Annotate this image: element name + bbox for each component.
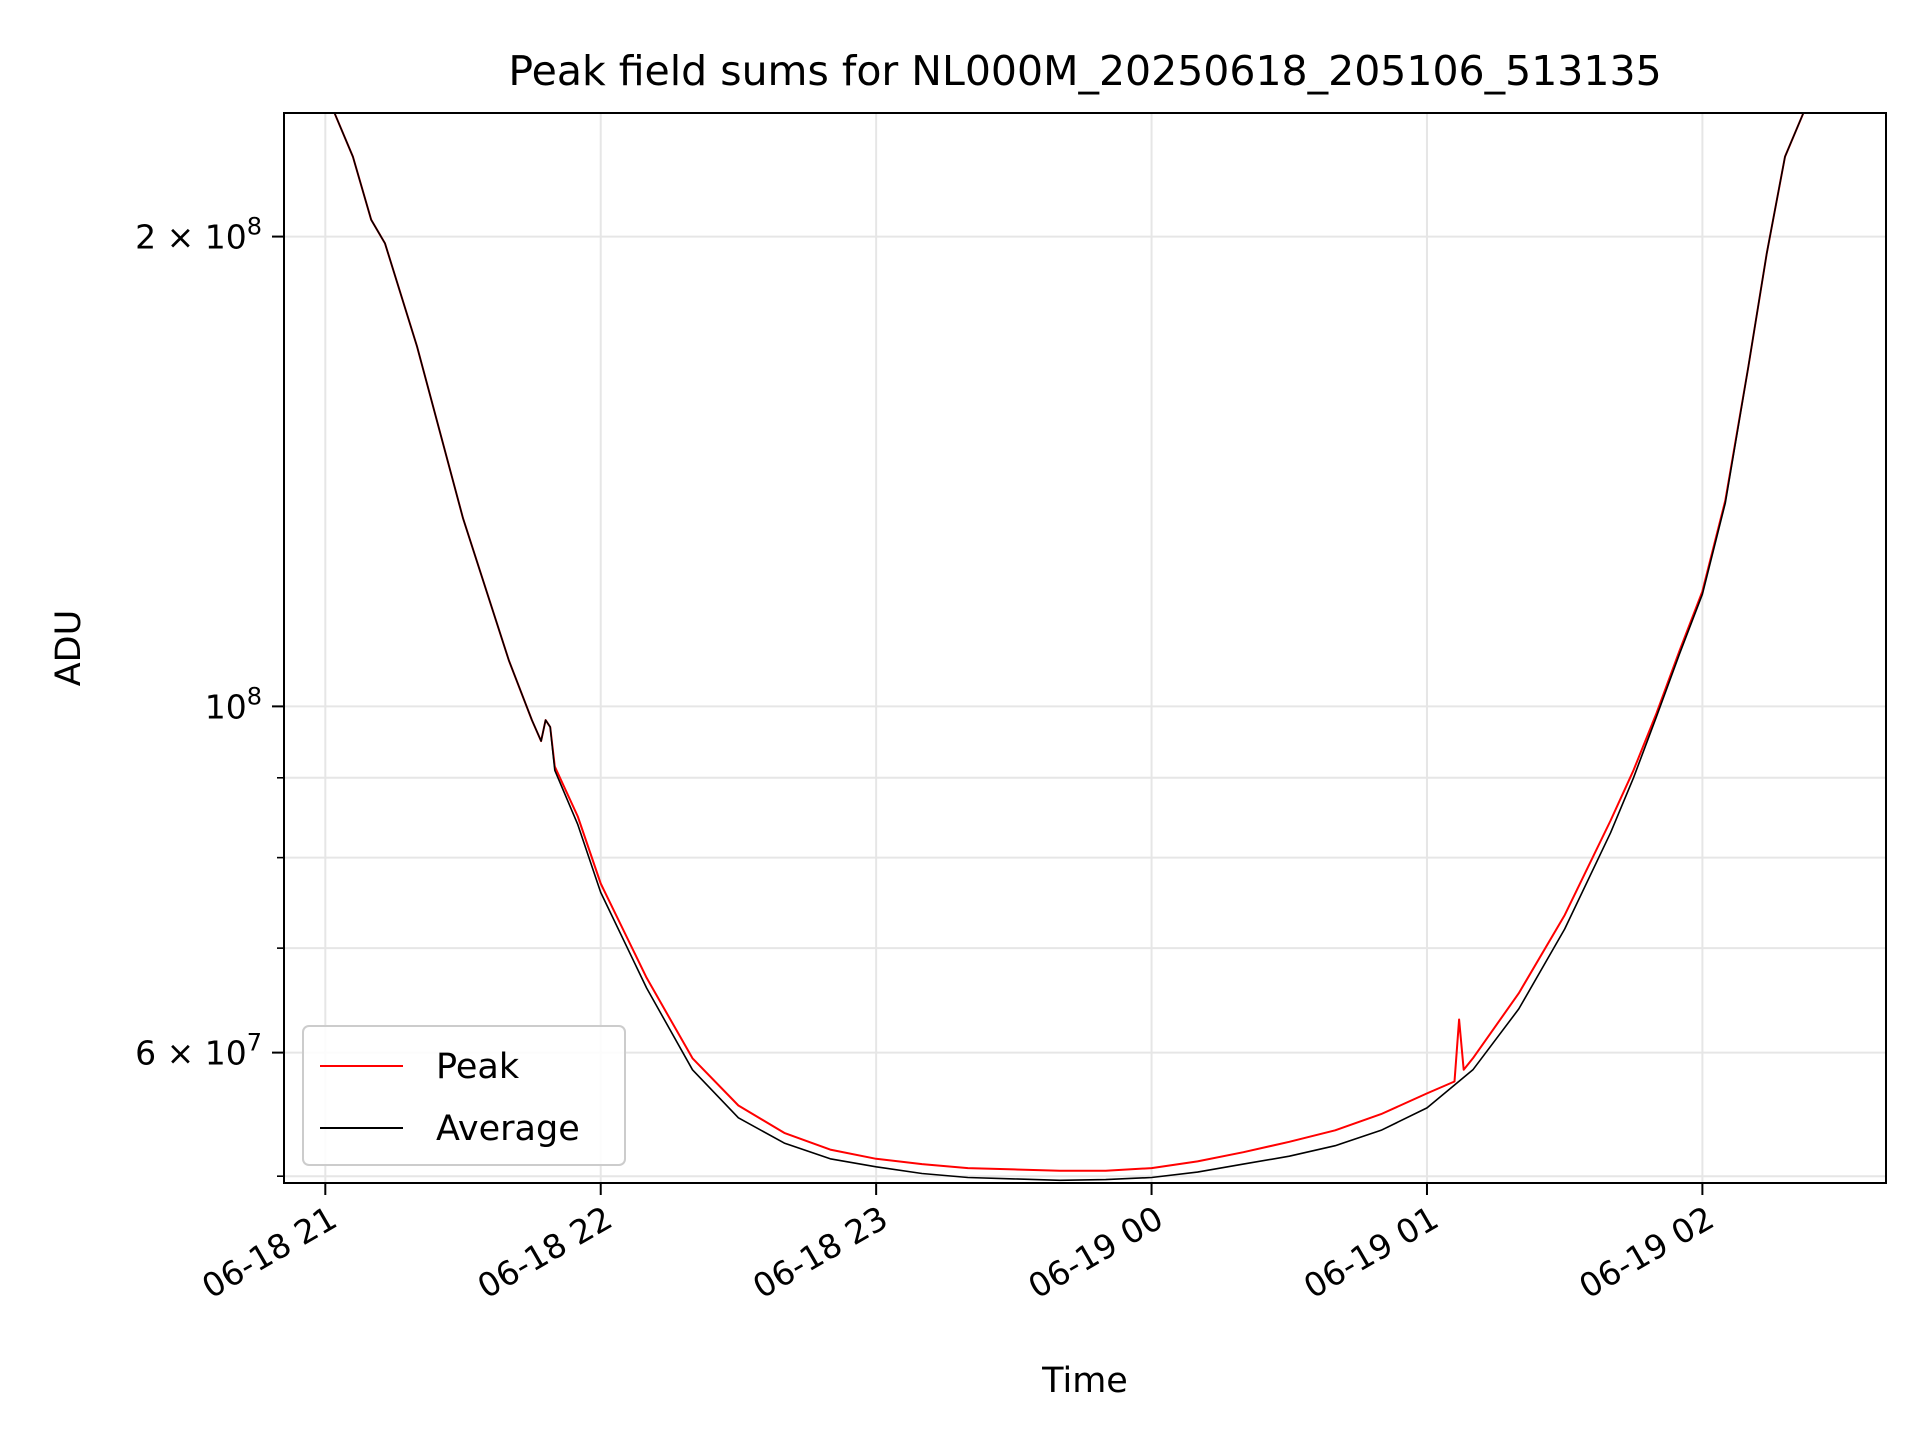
legend-label-peak: Peak bbox=[436, 1047, 520, 1087]
legend: Peak Average bbox=[302, 1025, 626, 1166]
y-tick-label: 108 bbox=[205, 682, 262, 726]
y-axis-label: ADU bbox=[49, 610, 89, 687]
legend-label-average: Average bbox=[436, 1109, 580, 1149]
y-tick-label: 6 × 107 bbox=[135, 1029, 262, 1073]
series-line-average bbox=[284, 112, 1886, 1182]
plot-frame bbox=[283, 112, 1887, 1184]
legend-box bbox=[302, 1025, 626, 1166]
y-tick-label: 2 × 108 bbox=[135, 213, 262, 257]
x-axis-label: Time bbox=[1041, 1361, 1128, 1401]
chart-title: Peak field sums for NL000M_20250618_2051… bbox=[508, 47, 1661, 95]
series-layer bbox=[284, 112, 1886, 1182]
